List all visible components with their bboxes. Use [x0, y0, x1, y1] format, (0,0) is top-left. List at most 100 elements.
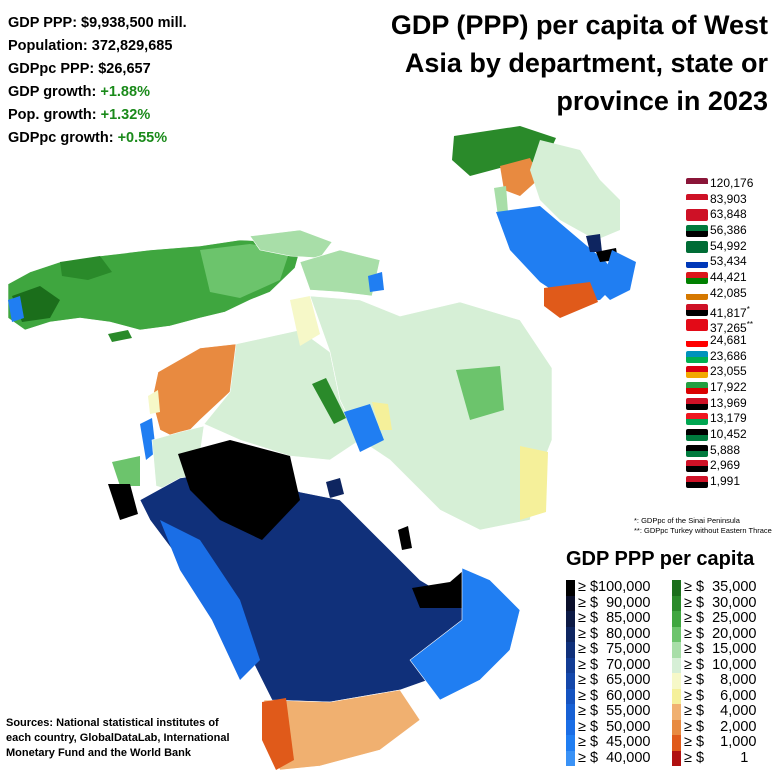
- flag-value-text: 120,176: [710, 176, 754, 190]
- legend-swatch: [566, 688, 575, 704]
- inset-saudi: [496, 206, 620, 302]
- flag-row: 44,421: [684, 270, 780, 286]
- flag-row: 24,681: [684, 333, 780, 349]
- region-saudi-west: [160, 520, 260, 680]
- flag-value-text: 13,969: [710, 395, 747, 410]
- legend-label: ≥ $ 75,000: [578, 641, 651, 657]
- legend-swatch: [566, 657, 575, 673]
- legend-label: ≥ $ 2,000: [684, 718, 757, 735]
- inset-kuwait: [586, 234, 602, 252]
- flag-value-text: 83,903: [710, 191, 747, 206]
- legend-swatch: [566, 580, 575, 596]
- flag-icon: [686, 350, 708, 363]
- flag-value: 41,817*: [710, 302, 750, 321]
- flag-value-mark: *: [746, 304, 750, 314]
- flag-row: 1,991: [684, 474, 780, 490]
- legend-label: ≥ $ 50,000: [578, 718, 651, 735]
- legend-label: ≥ $ 65,000: [578, 672, 651, 688]
- legend-label: ≥ $100,000: [578, 579, 651, 595]
- legend-label: ≥ $ 15,000: [684, 641, 757, 657]
- summary-stats: GDP PPP: $9,938,500 mill. Population: 37…: [8, 12, 187, 150]
- flag-value-text: 10,452: [710, 427, 747, 441]
- flag-icon: [686, 178, 708, 190]
- flag-row: 42,085: [684, 286, 780, 302]
- flag-icon: [686, 476, 708, 489]
- inset-levant: [494, 186, 508, 216]
- legend-label: ≥ $ 35,000: [684, 579, 757, 595]
- legend-label: ≥ $ 40,000: [578, 749, 651, 766]
- region-iran-khuzestan: [344, 404, 384, 452]
- flag-value: 5,888: [710, 443, 740, 458]
- flag-icon: [686, 225, 708, 238]
- region-yemen-west: [262, 698, 294, 770]
- flag-value-mark: **: [746, 320, 753, 330]
- region-uae: [412, 570, 470, 608]
- inset-turkey-south: [452, 126, 556, 176]
- flag-value-text: 23,055: [710, 364, 747, 379]
- region-sinai: [112, 456, 140, 486]
- flag-row: 5,888: [684, 443, 780, 459]
- legend-swatch: [672, 704, 681, 720]
- flag-value: 53,434: [710, 254, 747, 269]
- region-egypt-red-sea: [108, 484, 138, 520]
- legend-swatch: [672, 657, 681, 673]
- region-turkey-west: [12, 286, 60, 322]
- legend-swatch: [672, 642, 681, 658]
- flag-icon: [686, 193, 708, 206]
- flag-value-text: 42,085: [710, 285, 747, 300]
- stat-gdppc-growth: GDPpc growth: +0.55%: [8, 127, 187, 150]
- flag-value-text: 53,434: [710, 254, 747, 269]
- legend-swatch: [566, 735, 575, 751]
- stat-gdp-growth-label: GDP growth:: [8, 84, 101, 100]
- flag-value: 44,421: [710, 270, 747, 285]
- region-lebanon: [148, 390, 160, 414]
- legend-label: ≥ $ 25,000: [684, 610, 757, 626]
- legend-label: ≥ $ 1,000: [684, 734, 757, 750]
- region-turkey-east: [200, 244, 290, 298]
- flag-value-text: 23,686: [710, 348, 747, 363]
- legend-label: ≥ $ 55,000: [578, 703, 651, 719]
- legend-label: ≥ $ 6,000: [684, 687, 757, 704]
- flag-value: 83,903: [710, 192, 747, 207]
- flag-row: 41,817*: [684, 302, 780, 321]
- flag-icon: [686, 366, 708, 379]
- region-israel: [140, 418, 156, 460]
- map-title-line2: Asia by department, state or: [404, 48, 768, 78]
- stat-population: Population: 372,829,685: [8, 38, 173, 54]
- stat-gdppc: GDPpc PPP: $26,657: [8, 61, 151, 77]
- region-oman: [409, 567, 521, 701]
- flag-icon: [686, 272, 708, 285]
- legend-swatch: [672, 719, 681, 735]
- flag-row: 53,434: [684, 254, 780, 270]
- legend-swatch: [566, 642, 575, 658]
- flag-icon: [686, 334, 708, 347]
- flag-icon: [686, 240, 708, 253]
- region-saudi-north: [178, 440, 300, 540]
- legend-label: ≥ $ 10,000: [684, 656, 757, 673]
- flag-icon: [686, 460, 708, 473]
- inset-oman: [600, 250, 636, 300]
- flag-value: 56,386: [710, 223, 747, 238]
- flag-value-text: 54,992: [710, 238, 747, 253]
- flag-row: 17,922: [684, 380, 780, 396]
- region-turkey-coast: [8, 296, 24, 322]
- legend-label: ≥ $ 4,000: [684, 703, 757, 719]
- flag-row: 23,686: [684, 349, 780, 365]
- stat-pop-growth-label: Pop. growth:: [8, 107, 101, 123]
- region-iraq-kurdistan: [290, 296, 320, 346]
- legend-swatch: [566, 595, 575, 611]
- flag-value-text: 5,888: [710, 442, 741, 457]
- inset-syria: [500, 158, 540, 196]
- legend-swatch: [672, 580, 681, 596]
- inset-yemen: [544, 282, 598, 318]
- legend-swatch: [672, 735, 681, 751]
- legend-label: ≥ $ 45,000: [578, 734, 651, 750]
- map-title-line3: province in 2023: [556, 86, 768, 116]
- legend-swatch: [672, 673, 681, 689]
- footnote-turkey: **: GDPpc Turkey without Eastern Thrace: [634, 526, 772, 535]
- legend-label: ≥ $ 60,000: [578, 687, 651, 704]
- legend-label: ≥ $ 80,000: [578, 625, 651, 642]
- map-title-line1: GDP (PPP) per capita of West: [390, 10, 768, 40]
- region-armenia-azerbaijan: [299, 249, 381, 297]
